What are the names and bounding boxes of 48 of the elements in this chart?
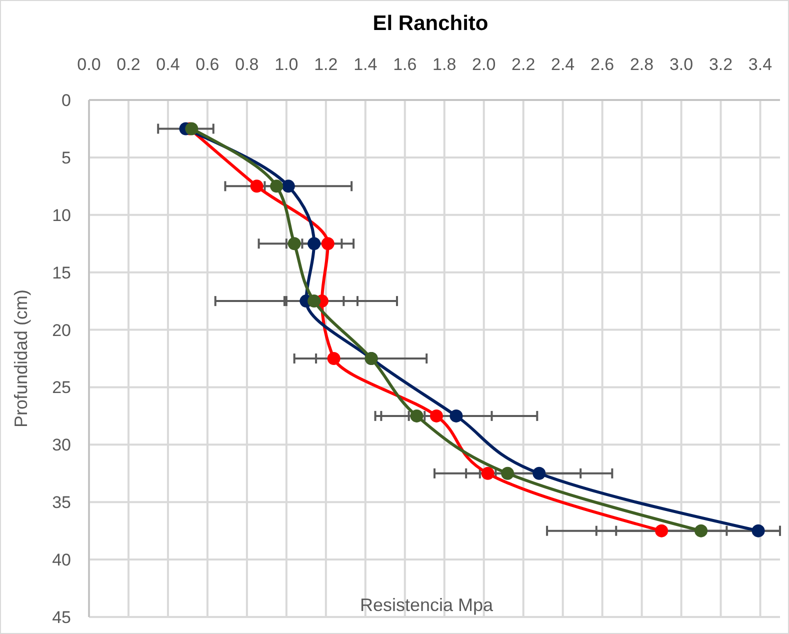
y-tick-label: 0 xyxy=(62,91,71,110)
point xyxy=(501,466,514,480)
x-tick-label: 0.4 xyxy=(156,55,180,74)
x-tick-label: 0.6 xyxy=(196,55,220,74)
point xyxy=(410,409,424,422)
y-tick-label: 5 xyxy=(62,148,71,168)
y-tick-label: 40 xyxy=(52,550,71,570)
x-tick-label: 1.0 xyxy=(274,55,298,74)
x-tick-label: 2.0 xyxy=(472,55,496,74)
y-tick-label: 10 xyxy=(52,206,71,225)
point xyxy=(250,180,264,193)
point xyxy=(308,294,321,308)
x-axis-title: Resistencia Mpa xyxy=(360,595,494,615)
x-tick-label: 0.0 xyxy=(77,55,101,74)
y-axis-title: Profundidad (cm) xyxy=(11,289,31,428)
x-tick-label: 2.8 xyxy=(630,55,654,74)
point xyxy=(694,524,708,538)
x-tick-label: 1.8 xyxy=(432,55,456,74)
y-tick-label: 15 xyxy=(52,263,71,282)
x-tick-label: 3.2 xyxy=(708,55,733,74)
x-tick-label: 0.2 xyxy=(116,55,140,74)
point xyxy=(308,237,321,250)
y-tick-label: 20 xyxy=(52,320,71,340)
point xyxy=(288,237,301,250)
x-tick-label: 2.6 xyxy=(590,55,614,74)
x-tick-label: 3.4 xyxy=(748,55,772,74)
x-tick-label: 1.4 xyxy=(354,55,378,74)
point xyxy=(270,180,284,193)
y-tick-label: 45 xyxy=(52,608,71,627)
point xyxy=(481,466,494,480)
x-tick-label: 0.8 xyxy=(235,55,259,74)
y-tick-label: 30 xyxy=(52,436,71,455)
point xyxy=(532,466,546,480)
point xyxy=(655,524,668,538)
x-tick-label: 3.0 xyxy=(669,55,694,74)
point xyxy=(752,524,765,538)
x-tick-label: 2.4 xyxy=(551,55,575,74)
chart-title: El Ranchito xyxy=(372,12,488,35)
x-tick-label: 2.2 xyxy=(512,55,536,74)
point xyxy=(450,409,463,422)
point xyxy=(430,409,443,422)
point xyxy=(327,352,340,365)
y-tick-label: 25 xyxy=(52,378,71,398)
x-tick-label: 1.2 xyxy=(314,55,338,74)
point xyxy=(282,180,295,193)
y-tick-label: 35 xyxy=(52,493,71,512)
x-tick-label: 1.6 xyxy=(393,55,417,74)
point xyxy=(321,237,334,250)
